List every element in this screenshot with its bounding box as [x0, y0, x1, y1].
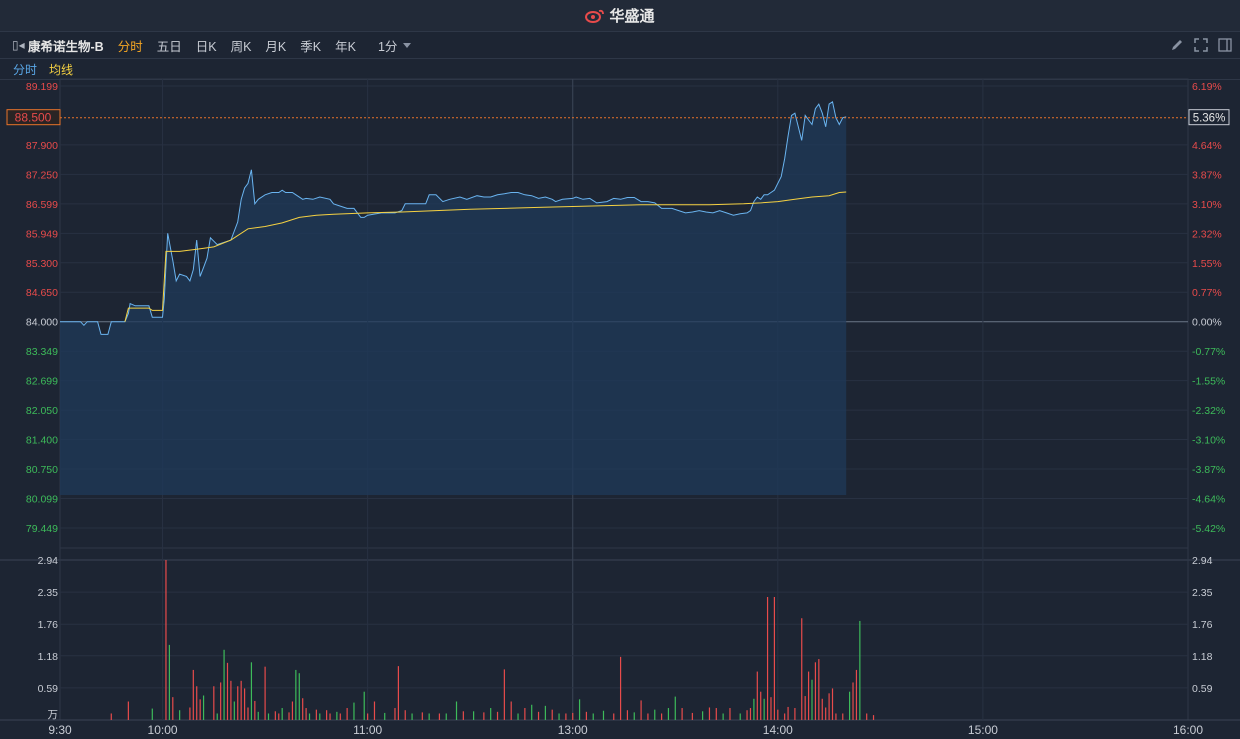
toolbar: ▯◂ 康希诺生物-B 分时 五日 日K 周K 月K 季K 年K 1分: [0, 32, 1240, 58]
stock-name[interactable]: 康希诺生物-B: [28, 39, 104, 54]
pct-tick-label: -3.87%: [1192, 464, 1225, 476]
price-line: [60, 100, 847, 335]
pct-tick-label: -1.55%: [1192, 376, 1225, 388]
price-tick-label: 80.099: [26, 494, 58, 506]
price-tick-label: 85.300: [26, 258, 58, 270]
price-tick-label: 87.250: [26, 169, 58, 181]
volume-unit-label: 万: [48, 709, 59, 721]
time-tick-label: 16:00: [1173, 723, 1203, 737]
pct-tick-label: 6.19%: [1192, 81, 1222, 93]
pct-tick-label: 0.77%: [1192, 287, 1222, 299]
pct-tick-label: -4.64%: [1192, 494, 1225, 506]
pct-tick-label: 4.64%: [1192, 140, 1222, 152]
volume-tick-label: 2.94: [38, 555, 59, 567]
price-area-fill: [60, 101, 847, 496]
toolbar-actions: [1170, 32, 1232, 58]
price-tick-label: 86.599: [26, 199, 58, 211]
volume-tick-label-right: 2.94: [1192, 555, 1213, 567]
pct-tick-label: 3.87%: [1192, 169, 1222, 181]
price-tick-label: 84.650: [26, 287, 58, 299]
legend-avg-line[interactable]: 均线: [49, 62, 74, 77]
time-tick-label: 14:00: [763, 723, 793, 737]
tab-intraday[interactable]: 分时: [117, 39, 143, 54]
period-select[interactable]: 1分: [377, 36, 412, 55]
price-tick-label: 83.349: [26, 346, 58, 358]
price-tick-label: 82.699: [26, 376, 58, 388]
sidebar-toggle-icon[interactable]: ▯◂: [12, 38, 25, 52]
volume-tick-label-right: 1.76: [1192, 619, 1213, 631]
price-tick-label: 89.199: [26, 81, 58, 93]
tab-quarterly-k[interactable]: 季K: [300, 39, 322, 54]
volume-tick-label-right: 1.18: [1192, 651, 1213, 663]
pct-tick-label: 1.55%: [1192, 258, 1222, 270]
volume-tick-label-right: 0.59: [1192, 683, 1213, 695]
time-tick-label: 9:30: [48, 723, 72, 737]
tab-weekly-k[interactable]: 周K: [230, 39, 252, 54]
chevron-down-icon: [403, 42, 412, 48]
price-tick-label: 79.449: [26, 523, 58, 535]
price-tick-label: 81.400: [26, 435, 58, 447]
pencil-icon[interactable]: [1170, 38, 1184, 52]
volume-tick-label: 2.35: [38, 587, 59, 599]
period-value: 1分: [377, 39, 398, 54]
pct-tick-label: -0.77%: [1192, 346, 1225, 358]
time-tick-label: 11:00: [353, 723, 382, 737]
time-tick-label: 10:00: [148, 723, 178, 737]
pct-tick-label: -5.42%: [1192, 523, 1225, 535]
volume-tick-label: 0.59: [38, 683, 59, 695]
brand-name: 华盛通: [609, 8, 655, 25]
time-tick-label: 13:00: [558, 723, 588, 737]
brand-logo-icon: [585, 9, 605, 23]
pct-tick-label: -2.32%: [1192, 405, 1225, 417]
collapse-panel-icon[interactable]: [1218, 38, 1232, 52]
current-pct-value: 5.36%: [1193, 113, 1226, 125]
tab-yearly-k[interactable]: 年K: [335, 39, 356, 54]
legend-price-line[interactable]: 分时: [13, 62, 38, 77]
fullscreen-icon[interactable]: [1194, 38, 1208, 52]
volume-tick-label: 1.18: [38, 651, 59, 663]
avg-line: [124, 191, 847, 322]
current-price-value: 88.500: [15, 111, 52, 125]
brand: 华盛通: [585, 5, 655, 26]
current-price-tag: [6, 109, 61, 126]
tab-five-day[interactable]: 五日: [156, 39, 182, 54]
pct-tick-label: 3.10%: [1192, 199, 1222, 211]
volume-tick-label: 1.76: [38, 619, 59, 631]
price-tick-label: 85.949: [26, 228, 58, 240]
price-tick-label: 84.000: [26, 317, 58, 329]
volume-tick-label-right: 2.35: [1192, 587, 1213, 599]
pct-tick-label: 2.32%: [1192, 228, 1222, 240]
time-tick-label: 15:00: [968, 723, 998, 737]
price-tick-label: 82.050: [26, 405, 58, 417]
pct-tick-label: -3.10%: [1192, 435, 1225, 447]
tab-monthly-k[interactable]: 月K: [265, 39, 287, 54]
current-pct-tag: [1188, 109, 1230, 126]
price-tick-label: 87.900: [26, 140, 58, 152]
price-tick-label: 80.750: [26, 464, 58, 476]
pct-tick-label: 0.00%: [1192, 317, 1222, 329]
tab-daily-k[interactable]: 日K: [195, 39, 217, 54]
title-bar: 华盛通: [0, 0, 1240, 32]
